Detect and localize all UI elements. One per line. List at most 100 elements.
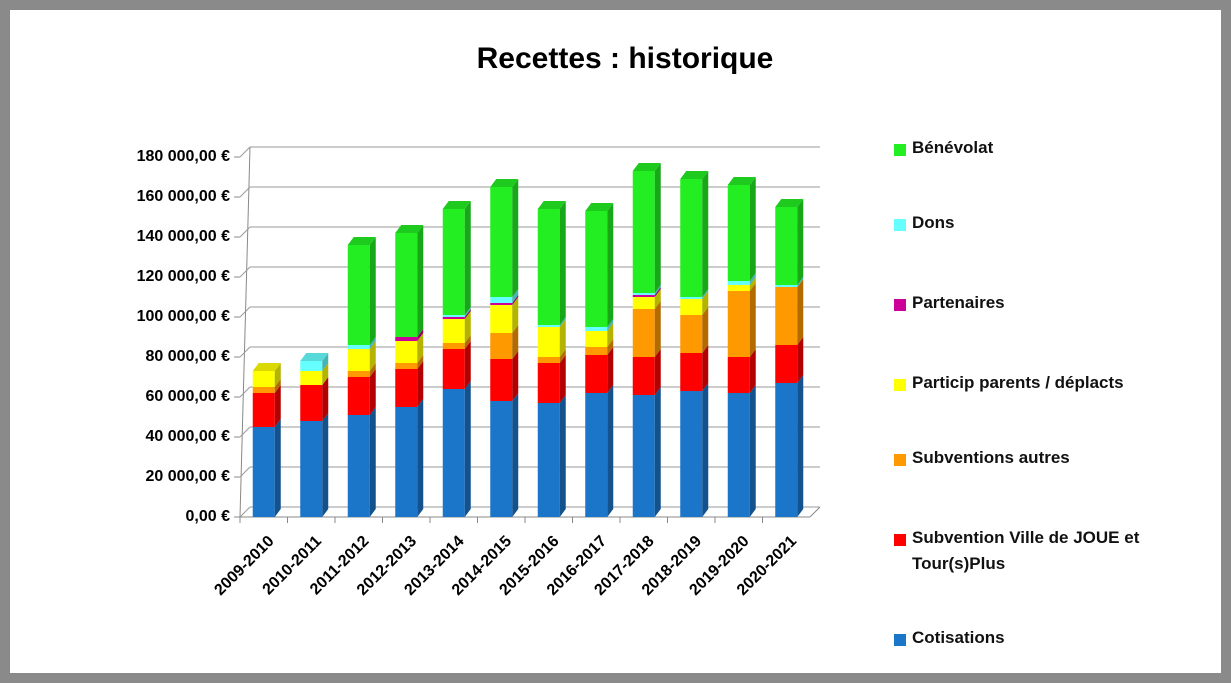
grid-line [239, 266, 251, 278]
bar-segment [395, 341, 418, 363]
bar-segment [347, 415, 370, 517]
legend-swatch [894, 634, 906, 646]
y-tick-label: 140 000,00 € [137, 228, 231, 245]
grid-line [239, 146, 251, 158]
bar-segment [300, 361, 323, 371]
bar-segment [442, 317, 465, 319]
bar-segment [680, 315, 703, 353]
bar-segment [252, 393, 275, 427]
legend-label: Cotisations [912, 628, 1005, 647]
bar-segment [585, 347, 608, 355]
y-tick-label: 100 000,00 € [137, 308, 231, 325]
bar-side [369, 237, 376, 345]
bar-side [464, 341, 471, 389]
bar-segment [727, 185, 750, 281]
bar-side [749, 385, 756, 517]
bar-side [512, 351, 519, 401]
bar-side [512, 295, 519, 305]
bar-segment [632, 309, 655, 357]
bar-side [512, 325, 519, 359]
bar-side [749, 283, 756, 357]
bar-side [702, 171, 709, 297]
bar-segment [632, 171, 655, 293]
bar-side [702, 307, 709, 353]
legend-label: Particip parents / déplacts [912, 373, 1124, 392]
bar-segment [632, 297, 655, 309]
bar-top [300, 353, 329, 361]
bar-segment [680, 179, 703, 297]
bar-segment [347, 349, 370, 371]
bar-segment [252, 387, 275, 393]
bar-side [417, 333, 424, 363]
bar-segment [442, 315, 465, 317]
bar-side [464, 307, 471, 317]
legend-item: Subvention Ville de JOUE et Tour(s)Plus [894, 528, 1221, 577]
bar-side [322, 363, 329, 385]
bar-segment [775, 345, 798, 383]
bar-segment [395, 363, 418, 369]
legend-swatch [894, 534, 906, 546]
bar-segment [300, 421, 323, 517]
bar-top [252, 363, 281, 371]
bar-segment [585, 355, 608, 393]
bar-segment [585, 393, 608, 517]
bar-side [274, 385, 281, 427]
bar-segment [680, 391, 703, 517]
legend-item: Dons [894, 213, 1221, 236]
bar-segment [585, 331, 608, 347]
bar-segment [252, 427, 275, 517]
bar-top [632, 163, 661, 171]
bar-segment [585, 211, 608, 327]
bar-side [654, 287, 661, 297]
axis-line [239, 146, 251, 518]
bar-side [464, 311, 471, 343]
bar-side [607, 385, 614, 517]
bar-side [607, 319, 614, 331]
bar-side [797, 279, 804, 345]
bar-side [559, 349, 566, 363]
bar-side [369, 407, 376, 517]
legend-swatch [894, 454, 906, 466]
bar-side [559, 395, 566, 517]
bar-segment [727, 393, 750, 517]
legend-swatch [894, 219, 906, 231]
chart: Recettes : historique 0,00 € 20 000,00 € 4… [137, 42, 821, 599]
bar-side [464, 201, 471, 315]
y-tick-label: 120 000,00 € [137, 268, 231, 285]
bar-segment [632, 357, 655, 395]
bar-top [347, 237, 376, 245]
bar-side [797, 337, 804, 383]
bar-side [417, 355, 424, 369]
bar-side [322, 377, 329, 421]
bar-segment [727, 281, 750, 285]
bar-segment [347, 371, 370, 377]
bar-side [702, 383, 709, 517]
bar-side [654, 301, 661, 357]
bar-side [369, 337, 376, 349]
bar-segment [347, 377, 370, 415]
bar-side [749, 177, 756, 281]
bar-segment [490, 333, 513, 359]
bar-side [702, 345, 709, 391]
bar-top [490, 179, 519, 187]
legend-item: Partenaires [894, 293, 1221, 316]
bar-side [464, 335, 471, 349]
legend-item: Bénévolat [894, 138, 1221, 161]
bar-segment [347, 345, 370, 349]
bar-segment [775, 383, 798, 517]
bar-side [369, 341, 376, 371]
bar-side [749, 277, 756, 291]
bar-side [369, 369, 376, 415]
y-tick-label: 80 000,00 € [145, 348, 230, 365]
bar-side [607, 203, 614, 327]
legend-label: Subvention Ville de JOUE et Tour(s)Plus [912, 528, 1140, 573]
legend-item: Subventions autres [894, 448, 1221, 471]
legend-item: Particip parents / déplacts [894, 373, 1221, 396]
bar-segment [775, 287, 798, 345]
bar-side [417, 225, 424, 337]
bar-side [512, 297, 519, 333]
bar-segment [490, 187, 513, 297]
bar-top [395, 225, 424, 233]
bar-side [274, 379, 281, 393]
bar-segment [537, 209, 560, 325]
